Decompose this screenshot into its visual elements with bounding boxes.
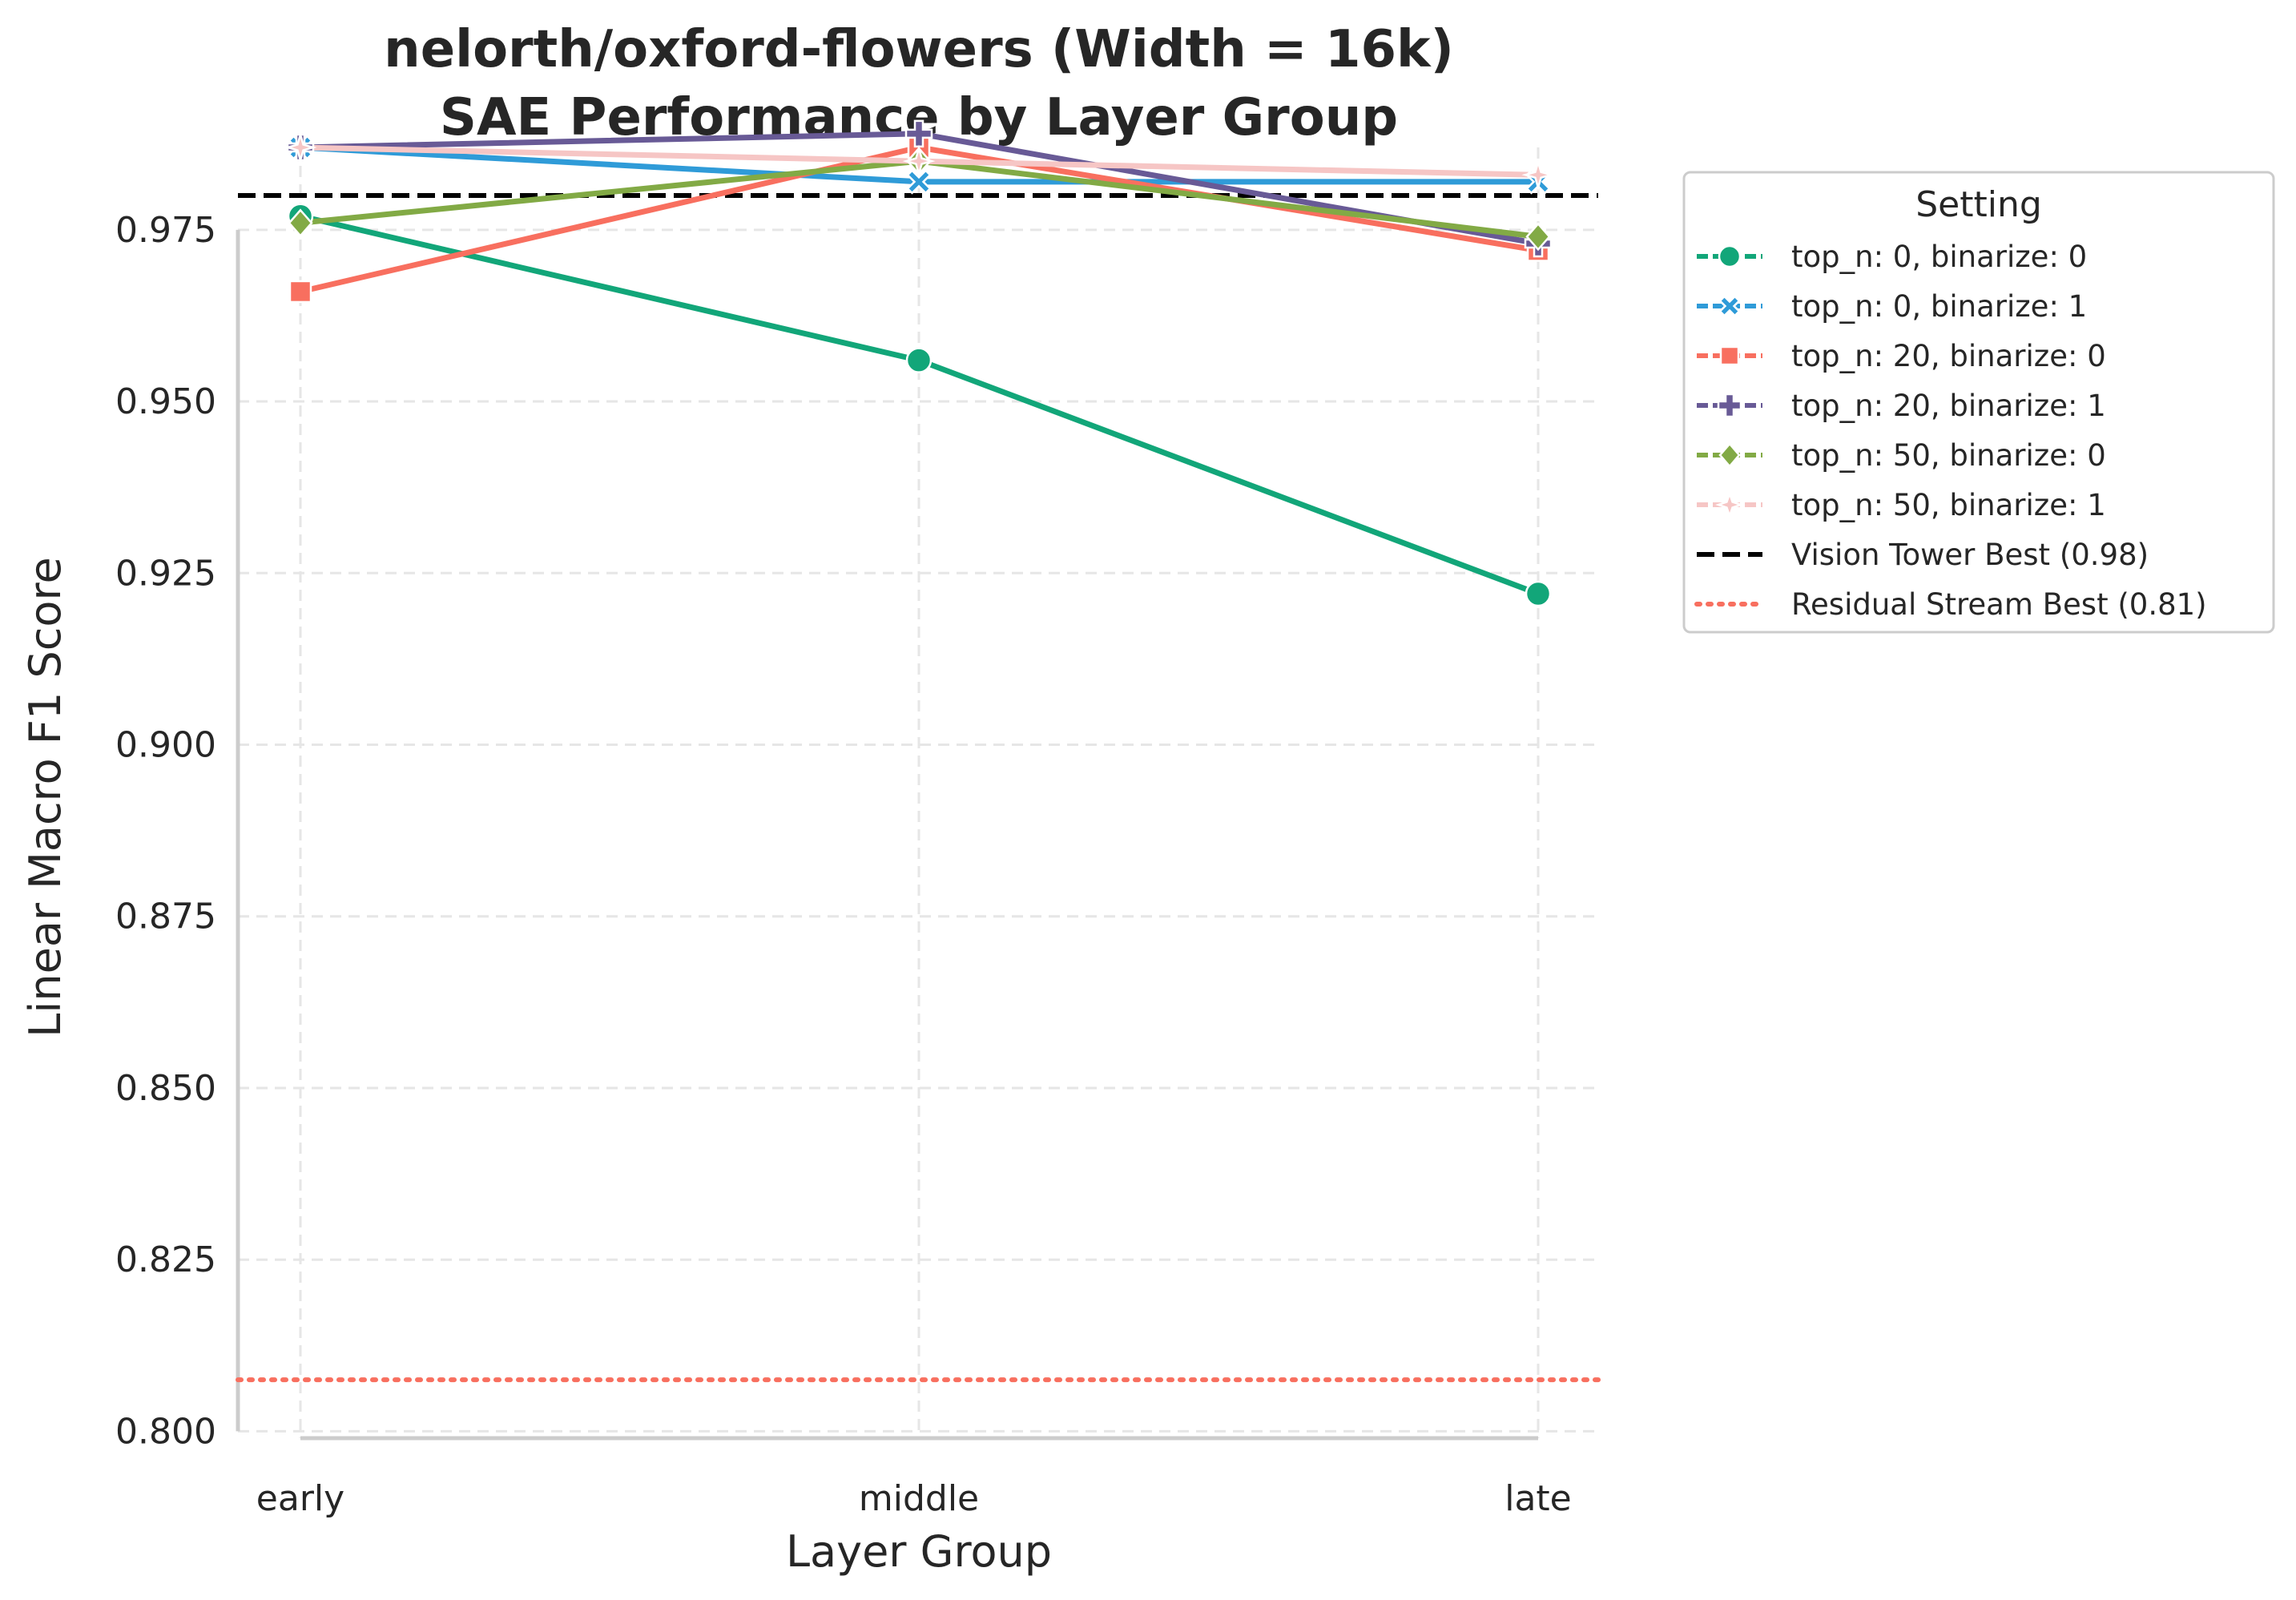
y-axis-label: Linear Macro F1 Score <box>20 557 70 1037</box>
data-point <box>284 131 317 164</box>
data-point <box>1718 244 1742 268</box>
y-tick-label: 0.975 <box>115 210 216 251</box>
data-point <box>288 208 313 238</box>
y-tick-label: 0.875 <box>115 897 216 937</box>
y-tick-label: 0.850 <box>115 1068 216 1109</box>
legend-item: top_n: 50, binarize: 1 <box>1697 488 2106 522</box>
legend-label: top_n: 50, binarize: 1 <box>1791 488 2106 522</box>
legend-item: top_n: 20, binarize: 1 <box>1697 389 2106 423</box>
reference-lines <box>236 192 1601 1383</box>
data-point <box>905 347 932 373</box>
data-point <box>1717 393 1742 418</box>
legend-item: Vision Tower Best (0.98) <box>1697 538 2149 572</box>
data-point <box>1525 580 1552 607</box>
grid <box>238 147 1598 1438</box>
data-point <box>1715 490 1744 519</box>
x-axis-label: Layer Group <box>786 1526 1052 1577</box>
legend-item: top_n: 0, binarize: 1 <box>1697 289 2087 324</box>
series-markers <box>284 119 1555 607</box>
legend-box <box>1682 171 2275 634</box>
legend-label: Residual Stream Best (0.81) <box>1791 587 2207 622</box>
y-tick-label: 0.900 <box>115 725 216 766</box>
data-point <box>1719 345 1740 366</box>
data-point <box>902 144 936 178</box>
y-tick-label: 0.825 <box>115 1239 216 1280</box>
tick-labels: 0.800 0.825 0.850 0.875 0.900 0.925 0.950 0.975… <box>115 210 1572 1519</box>
legend-label: top_n: 50, binarize: 0 <box>1791 438 2106 473</box>
x-tick-label: late <box>1504 1478 1572 1519</box>
legend-item: top_n: 0, binarize: 0 <box>1697 240 2087 274</box>
legend-label: top_n: 0, binarize: 0 <box>1791 240 2087 274</box>
legend-label: top_n: 20, binarize: 1 <box>1791 389 2106 423</box>
legend-label: Vision Tower Best (0.98) <box>1791 538 2149 572</box>
legend-label: top_n: 0, binarize: 1 <box>1791 289 2087 324</box>
y-tick-label: 0.925 <box>115 553 216 594</box>
x-tick-label: early <box>256 1478 344 1519</box>
data-point <box>1525 222 1551 252</box>
x-tick-label: middle <box>859 1478 979 1519</box>
data-point <box>1718 295 1741 317</box>
y-tick-label: 0.950 <box>115 381 216 422</box>
legend-item: Residual Stream Best (0.81) <box>1694 587 2207 622</box>
data-point <box>1521 158 1555 191</box>
data-point <box>1718 442 1741 468</box>
legend-item: top_n: 20, binarize: 0 <box>1697 339 2106 373</box>
data-point <box>288 280 312 304</box>
chart-title: nelorth/oxford-flowers (Width = 16k) <box>384 20 1454 79</box>
legend-label: top_n: 20, binarize: 0 <box>1791 339 2106 373</box>
axes <box>236 229 1538 1441</box>
legend-title: Setting <box>1915 184 2042 225</box>
data-point <box>904 119 933 148</box>
y-tick-label: 0.800 <box>115 1411 216 1452</box>
legend-item: top_n: 50, binarize: 0 <box>1697 438 2106 473</box>
legend-items: top_n: 0, binarize: 0 top_n: 0, binarize:… <box>1694 240 2207 622</box>
